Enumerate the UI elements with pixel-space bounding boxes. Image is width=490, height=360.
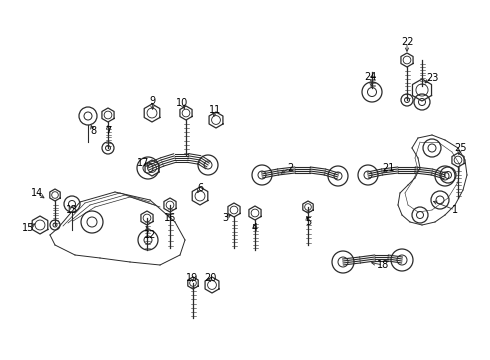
Text: 23: 23 xyxy=(426,73,438,83)
Text: 3: 3 xyxy=(222,213,228,223)
Text: 2: 2 xyxy=(287,163,293,173)
Text: 22: 22 xyxy=(401,37,413,47)
Text: 12: 12 xyxy=(144,230,156,240)
Text: 11: 11 xyxy=(209,105,221,115)
Text: 4: 4 xyxy=(252,223,258,233)
Text: 9: 9 xyxy=(149,96,155,106)
Text: 16: 16 xyxy=(164,213,176,223)
Text: 18: 18 xyxy=(377,260,389,270)
Text: 15: 15 xyxy=(22,223,34,233)
Text: 25: 25 xyxy=(454,143,466,153)
Text: 7: 7 xyxy=(105,126,111,136)
Text: 6: 6 xyxy=(197,183,203,193)
Text: 17: 17 xyxy=(137,158,149,168)
Text: 14: 14 xyxy=(31,188,43,198)
Text: 1: 1 xyxy=(452,205,458,215)
Text: 20: 20 xyxy=(204,273,216,283)
Text: 8: 8 xyxy=(90,126,96,136)
Text: 19: 19 xyxy=(186,273,198,283)
Text: 5: 5 xyxy=(305,217,311,227)
Text: 10: 10 xyxy=(176,98,188,108)
Text: 13: 13 xyxy=(66,205,78,215)
Text: 21: 21 xyxy=(382,163,394,173)
Text: 24: 24 xyxy=(364,72,376,82)
